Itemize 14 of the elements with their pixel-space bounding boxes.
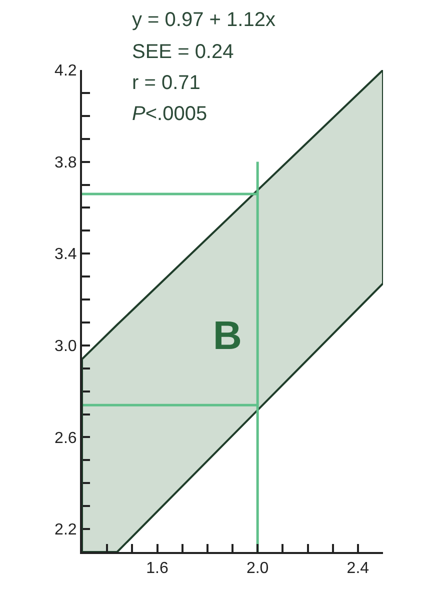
x-tick-label: 1.6 [146, 560, 168, 578]
y-tick-label: 3.0 [54, 338, 77, 356]
y-tick-label: 3.4 [54, 246, 77, 264]
y-tick-label: 2.6 [54, 430, 77, 447]
y-tick-label: 2.2 [54, 522, 77, 539]
x-tick-label: 2.0 [246, 560, 269, 578]
y-tick-label: 3.8 [54, 154, 77, 172]
x-tick-label: 2.4 [346, 560, 370, 578]
annotation: r = 0.71 [132, 72, 200, 94]
text: SEE = 0.24 [132, 41, 234, 63]
annotation: P<.0005 [132, 103, 208, 125]
annotation: B [213, 314, 242, 358]
text: y = 0.97 + 1.12x [132, 9, 276, 31]
y-tick-label: 4.2 [54, 62, 77, 80]
